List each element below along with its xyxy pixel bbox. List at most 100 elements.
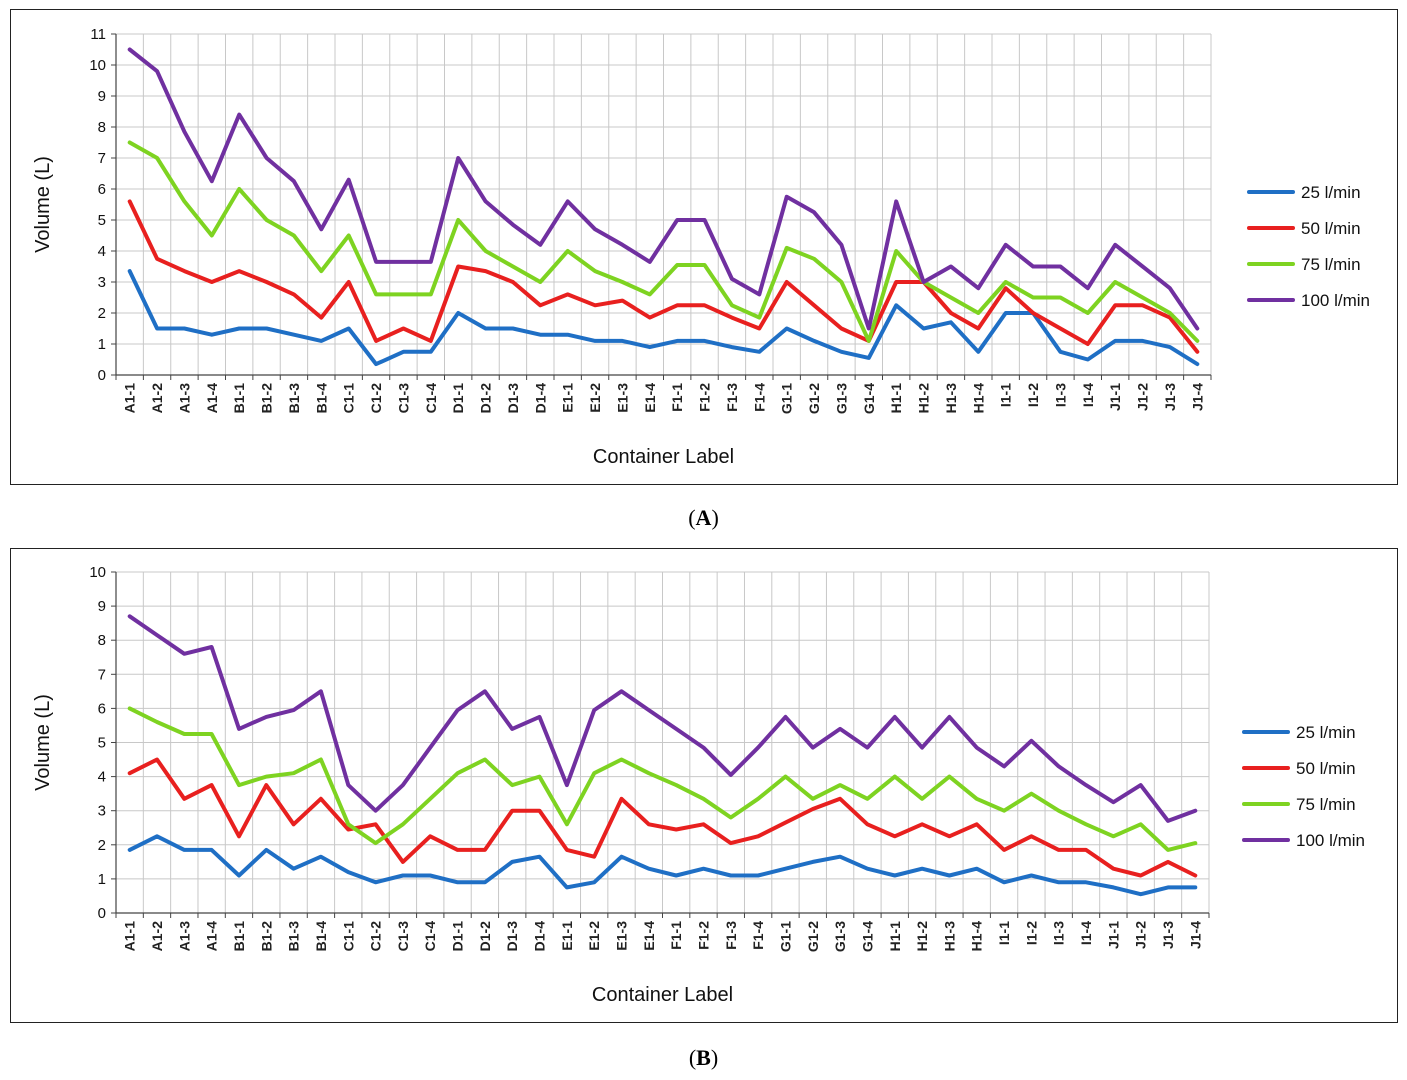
- y-tick-label: 4: [98, 243, 106, 260]
- x-tick-label: F1-4: [750, 921, 766, 950]
- series-line-1: [127, 269, 1200, 367]
- chart-panel-a: 0 1 2 3 4 5 6 7 8 9 10 11 A1-1 A1-2 A1-3 A1-4 B1-1 B1-2 B1…: [10, 9, 1398, 485]
- y-tick-label: 6: [98, 700, 106, 717]
- x-tick-label: F1-4: [751, 383, 767, 412]
- x-tick-label: F1-2: [695, 921, 711, 950]
- x-tick-label: E1-1: [560, 383, 576, 413]
- x-tick-label: H1-2: [916, 383, 932, 414]
- x-tick-label: B1-1: [231, 921, 247, 952]
- x-tick-label: G1-1: [779, 383, 795, 414]
- x-tick-label: B1-3: [286, 383, 302, 414]
- y-axis-title: Volume (L): [32, 694, 54, 791]
- y-tick-label: 8: [98, 632, 106, 649]
- x-tick-label: E1-1: [559, 921, 575, 951]
- x-tick-label: E1-4: [642, 383, 658, 413]
- y-tick-label: 9: [98, 598, 106, 615]
- series-line-2: [127, 199, 1200, 354]
- x-tick-label: H1-3: [943, 383, 959, 414]
- y-tick-label: 2: [98, 305, 106, 322]
- x-tick-label: D1-3: [505, 383, 521, 414]
- x-tick-label: A1-4: [204, 921, 220, 952]
- y-tick-label: 1: [98, 336, 106, 353]
- x-tick-label: H1-3: [941, 921, 957, 952]
- y-tick-label: 5: [98, 212, 106, 229]
- x-tick-label: G1-3: [833, 383, 849, 414]
- x-tick-label: C1-3: [395, 383, 411, 414]
- x-tick-label: F1-1: [668, 921, 684, 950]
- x-tick-label: E1-2: [586, 921, 602, 951]
- y-tick-label: 4: [98, 769, 106, 786]
- legend: 25 l/min 50 l/min 75 l/min 100 l/min: [1247, 183, 1370, 310]
- y-tick-label: 2: [98, 837, 106, 854]
- y-tick-label: 6: [98, 181, 106, 198]
- y-tick-label: 7: [98, 150, 106, 167]
- y-tick-label: 0: [98, 367, 106, 384]
- x-tick-label: F1-3: [724, 383, 740, 412]
- x-tick-label: A1-4: [204, 383, 220, 414]
- x-tick-label: A1-1: [122, 921, 138, 952]
- x-tick-label: G1-4: [861, 383, 877, 414]
- y-tick-label: 5: [98, 735, 106, 752]
- y-tick-label: 1: [98, 871, 106, 888]
- x-tick-label: J1-2: [1133, 921, 1149, 949]
- x-tick-label: B1-2: [258, 921, 274, 952]
- caption-a-close: ): [711, 505, 719, 530]
- x-tick-label: J1-4: [1187, 921, 1203, 949]
- legend-label-1: 25 l/min: [1296, 723, 1356, 742]
- y-tick-label: 7: [98, 666, 106, 683]
- series-line-4: [127, 47, 1200, 331]
- x-tick-label: C1-1: [341, 383, 357, 414]
- y-tick-label: 10: [89, 57, 106, 74]
- x-tick-label: H1-4: [969, 921, 985, 952]
- legend-label-3: 75 l/min: [1296, 795, 1356, 814]
- x-tick-label: H1-1: [888, 383, 904, 414]
- x-tick-label: I1-4: [1080, 383, 1096, 407]
- y-tick-label: 3: [98, 274, 106, 291]
- x-tick-label: G1-2: [805, 921, 821, 952]
- line-chart-a: 0 1 2 3 4 5 6 7 8 9 10 11 A1-1 A1-2 A1-3 A1-4 B1-1 B1-2 B1…: [32, 26, 1370, 468]
- legend-label-1: 25 l/min: [1301, 183, 1361, 202]
- legend-label-3: 75 l/min: [1301, 255, 1361, 274]
- x-tick-label: J1-2: [1135, 383, 1151, 411]
- x-tick-label: I1-3: [1051, 921, 1067, 945]
- x-tick-label: A1-2: [149, 921, 165, 952]
- x-tick-label: F1-2: [697, 383, 713, 412]
- x-tick-label: J1-4: [1189, 383, 1205, 411]
- x-tick-label: F1-3: [723, 921, 739, 950]
- y-axis-title: Volume (L): [32, 156, 54, 253]
- caption-a-open: (: [688, 505, 696, 530]
- x-tick-label: H1-2: [914, 921, 930, 952]
- x-tick-label: I1-1: [996, 921, 1012, 945]
- x-tick-label: C1-1: [340, 921, 356, 952]
- y-tick-label: 8: [98, 119, 106, 136]
- x-tick-label: E1-4: [641, 921, 657, 951]
- x-tick-label: I1-4: [1078, 921, 1094, 945]
- x-tick-label: C1-4: [422, 921, 438, 952]
- legend: 25 l/min 50 l/min 75 l/min 100 l/min: [1242, 723, 1365, 850]
- caption-b: (B): [0, 1045, 1407, 1071]
- x-tick-label: D1-4: [532, 921, 548, 952]
- x-tick-label: F1-1: [669, 383, 685, 412]
- caption-b-close: ): [710, 1045, 719, 1070]
- x-tick-label: J1-1: [1107, 383, 1123, 411]
- x-tick-label: I1-2: [1025, 383, 1041, 407]
- x-tick-label: H1-4: [970, 383, 986, 414]
- x-tick-label: G1-4: [859, 921, 875, 952]
- x-tick-label: A1-3: [176, 383, 192, 414]
- x-tick-label: H1-1: [887, 921, 903, 952]
- y-tick-label: 0: [98, 905, 106, 922]
- chart-panel-b: 0 1 2 3 4 5 6 7 8 9 10 A1-1 A1-2 A1-3 A1-4 B1-1 B1-2 B1-3…: [10, 548, 1398, 1023]
- caption-b-letter: B: [696, 1045, 711, 1070]
- grid: [116, 571, 1210, 914]
- x-tick-label: C1-3: [395, 921, 411, 952]
- caption-a-letter: A: [695, 505, 712, 530]
- x-tick-label: C1-4: [423, 383, 439, 414]
- legend-label-4: 100 l/min: [1296, 831, 1365, 850]
- caption-a: (A): [0, 505, 1407, 531]
- x-tick-label: A1-3: [176, 921, 192, 952]
- x-tick-label: D1-3: [504, 921, 520, 952]
- y-tick-label: 3: [98, 803, 106, 820]
- series-line-4: [127, 614, 1198, 823]
- x-tick-label: A1-2: [149, 383, 165, 414]
- x-tick-label: J1-3: [1160, 921, 1176, 949]
